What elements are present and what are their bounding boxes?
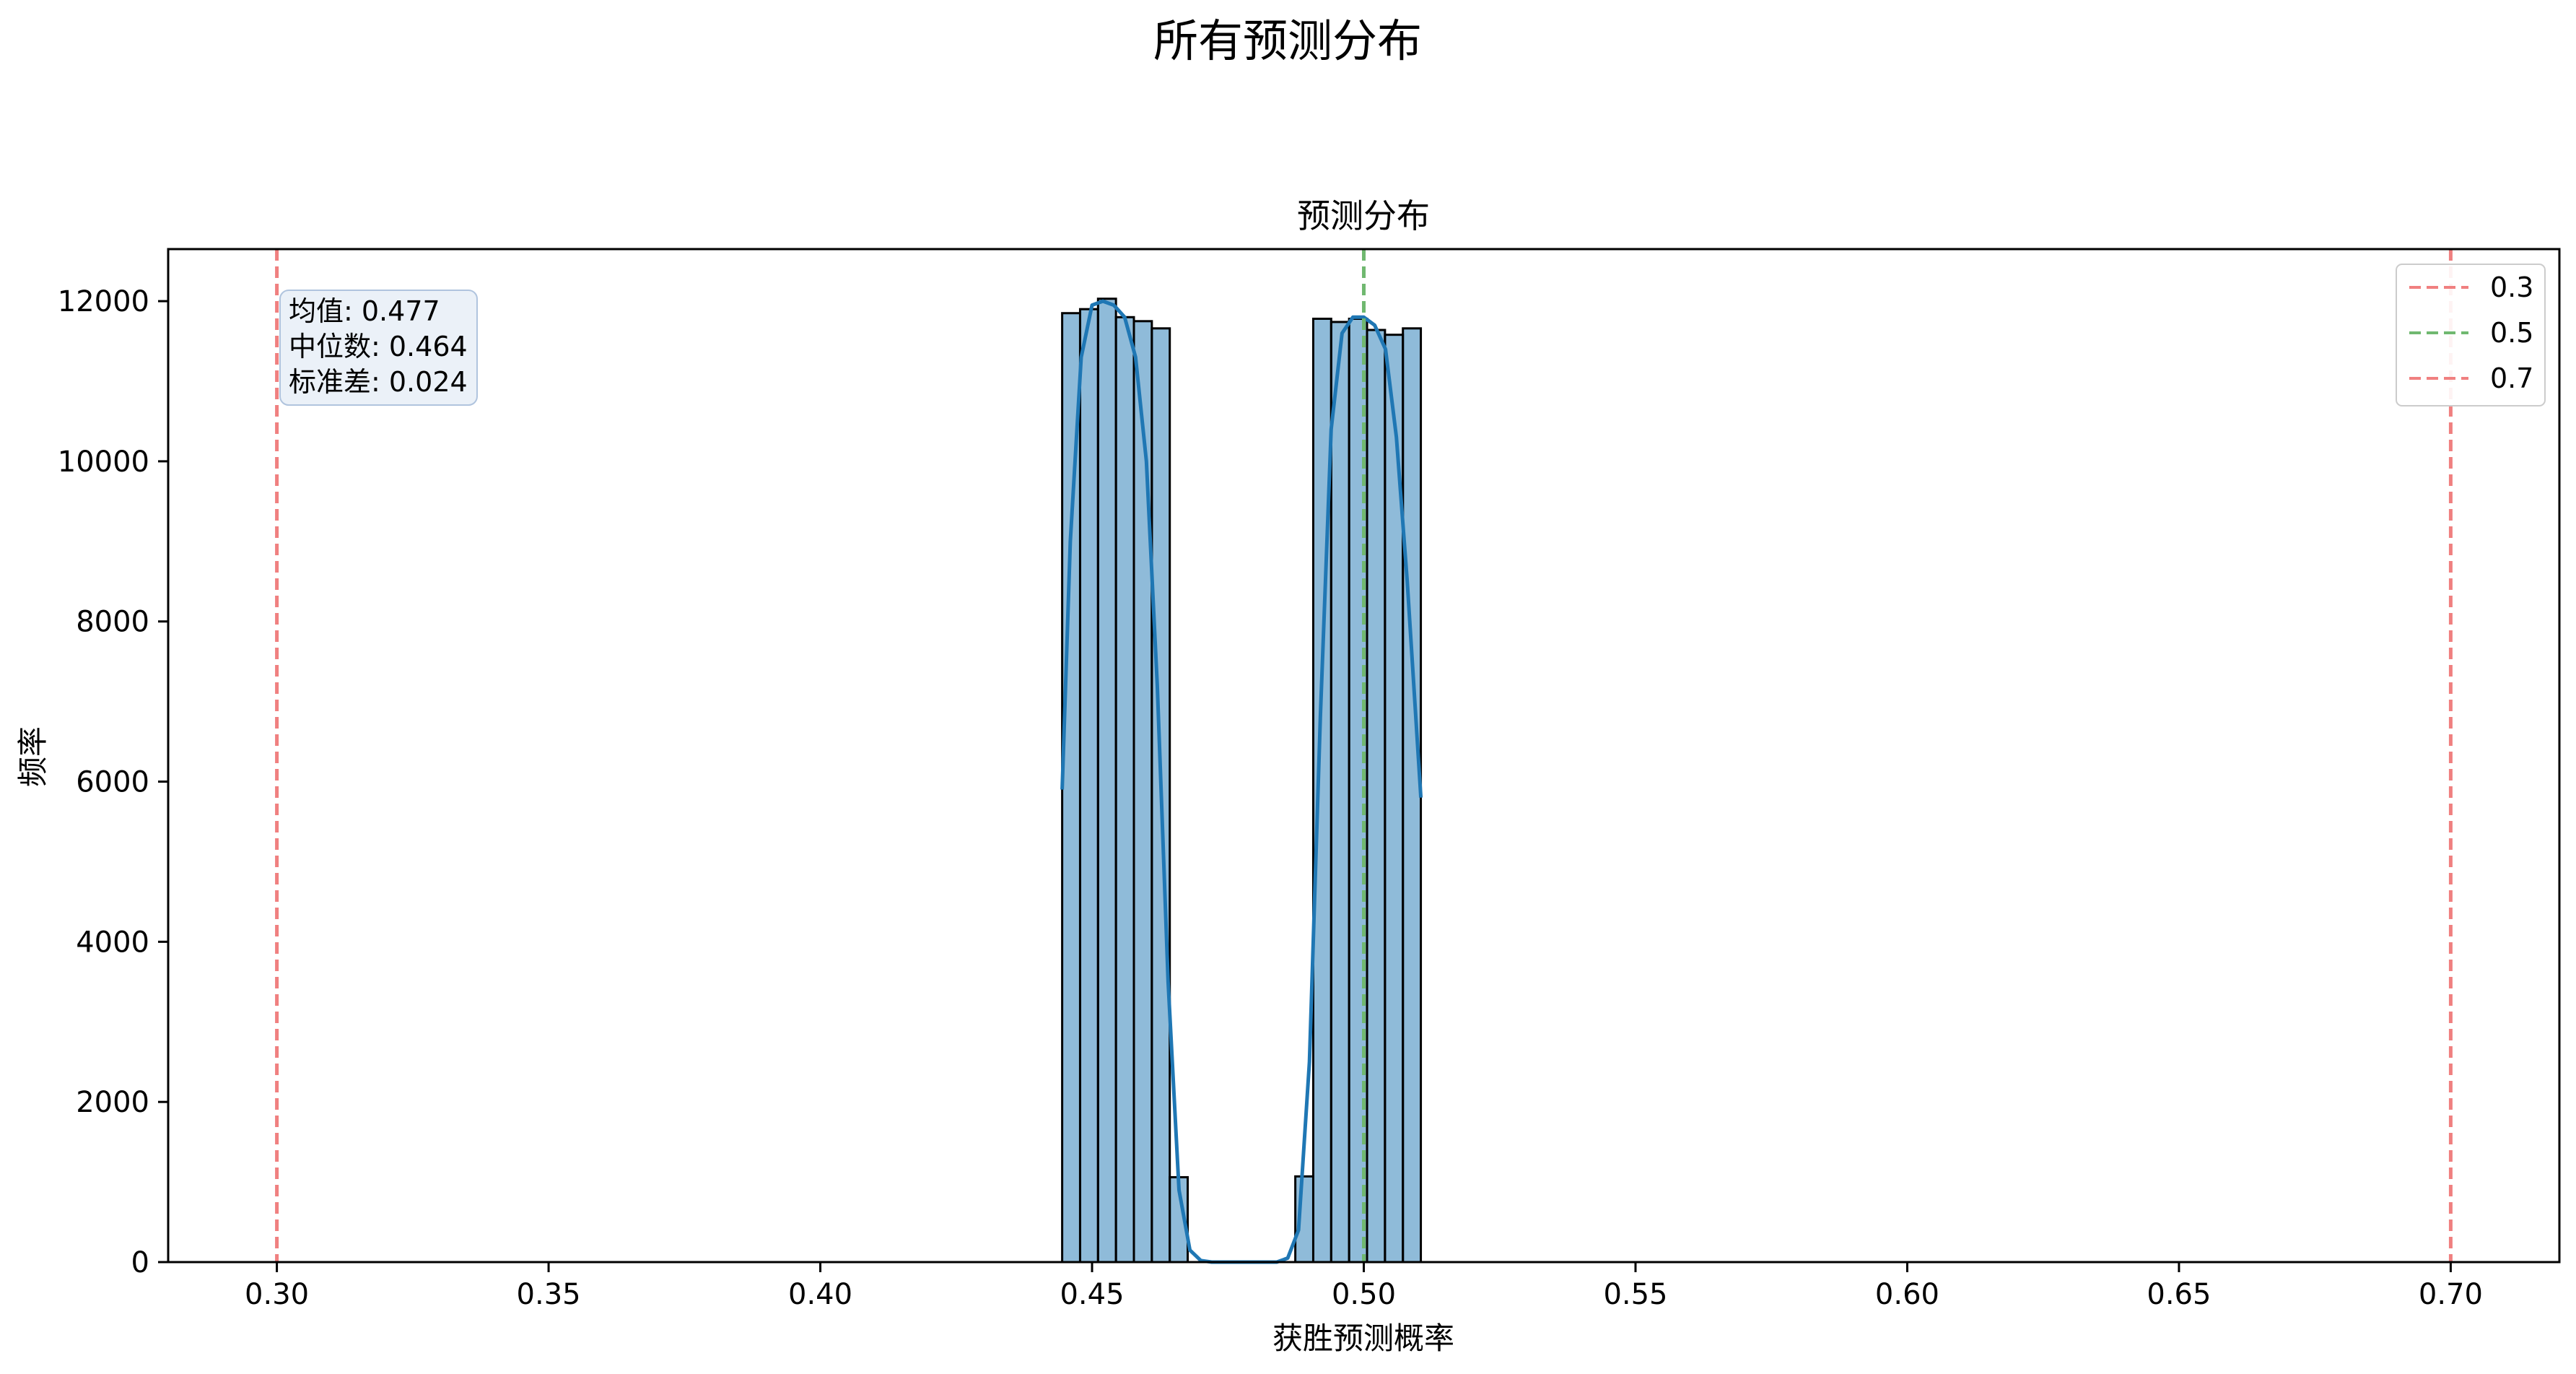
legend-label-2: 0.7 — [2490, 362, 2533, 394]
x-tick-label: 0.30 — [245, 1278, 309, 1311]
x-tick-label: 0.55 — [1603, 1278, 1667, 1311]
y-tick-label: 10000 — [58, 445, 149, 479]
reference-lines — [275, 249, 2453, 1262]
histogram-bar — [1132, 320, 1153, 1264]
x-axis-ticks: 0.30 0.35 0.40 0.45 0.50 0.55 0.60 0.65 0.70 — [245, 1262, 2483, 1311]
x-tick-label: 0.45 — [1060, 1278, 1124, 1311]
histogram-bars — [1061, 297, 1423, 1264]
stats-mean: 均值: 0.477 — [289, 295, 440, 327]
legend-label-0: 0.3 — [2490, 271, 2533, 303]
y-tick-label: 4000 — [76, 926, 149, 959]
histogram-bar — [1330, 321, 1350, 1264]
legend-label-1: 0.5 — [2490, 317, 2533, 349]
histogram-bar — [1402, 327, 1423, 1264]
stats-box-background — [279, 290, 478, 406]
x-tick-label: 0.60 — [1875, 1278, 1939, 1311]
y-axis-label: 频率 — [15, 726, 51, 787]
y-tick-label: 2000 — [76, 1086, 149, 1119]
y-tick-label: 6000 — [76, 766, 149, 799]
axes-title: 预测分布 — [1297, 196, 1430, 235]
y-tick-label: 0 — [131, 1246, 149, 1279]
histogram-bar — [1114, 316, 1135, 1264]
x-tick-label: 0.35 — [517, 1278, 581, 1311]
x-axis-label: 获胜预测概率 — [1272, 1321, 1454, 1356]
y-tick-label: 12000 — [58, 285, 149, 318]
x-tick-label: 0.40 — [788, 1278, 852, 1311]
x-tick-label: 0.65 — [2147, 1278, 2211, 1311]
stats-box: 均值: 0.477 中位数: 0.464 标准差: 0.024 — [279, 290, 478, 406]
legend: 0.3 0.5 0.7 — [2396, 264, 2546, 406]
histogram-bar — [1061, 312, 1081, 1264]
histogram-bar — [1096, 297, 1117, 1264]
stats-std: 标准差: 0.024 — [289, 366, 468, 398]
x-tick-label: 0.50 — [1332, 1278, 1396, 1311]
histogram-bar — [1078, 308, 1099, 1264]
legend-box — [2396, 264, 2546, 406]
y-axis-ticks: 0 2000 4000 6000 8000 10000 12000 — [58, 285, 168, 1279]
y-tick-label: 8000 — [76, 606, 149, 639]
x-tick-label: 0.70 — [2419, 1278, 2483, 1311]
figure-title: 所有预测分布 — [1153, 14, 1422, 67]
stats-median: 中位数: 0.464 — [289, 331, 468, 362]
histogram-bar — [1366, 329, 1387, 1264]
